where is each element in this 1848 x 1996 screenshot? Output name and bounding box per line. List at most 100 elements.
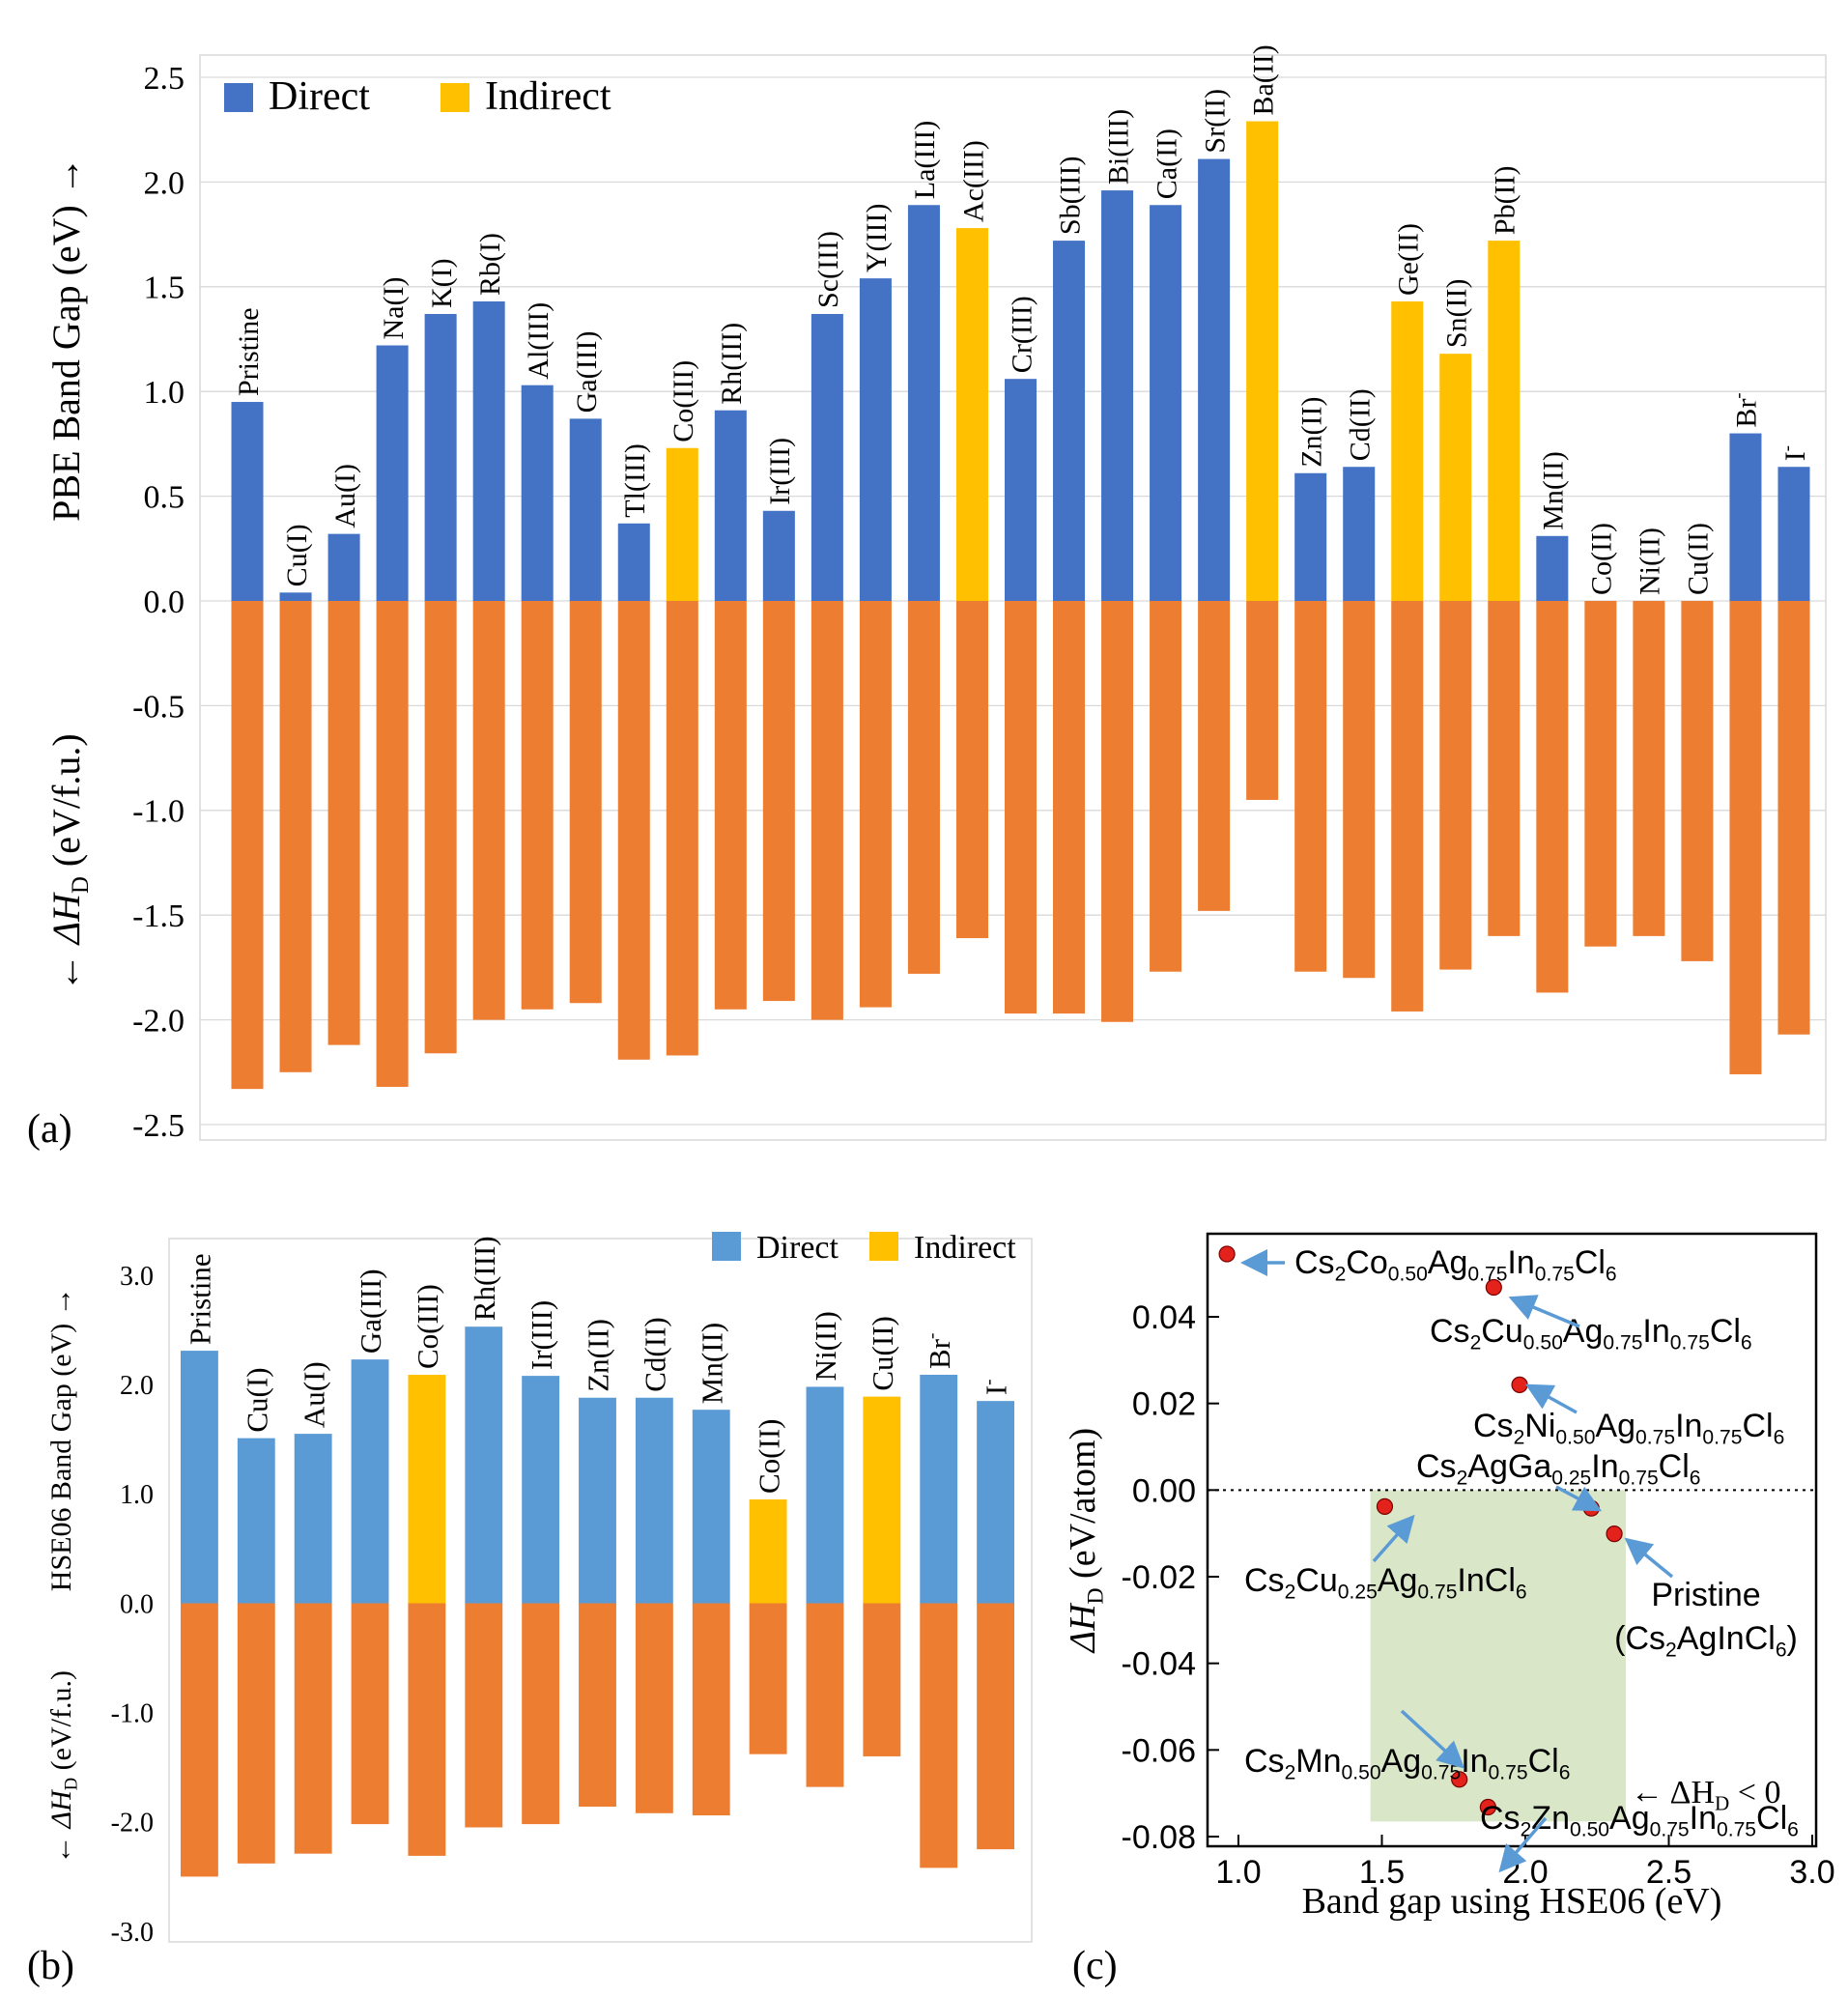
formation-enthalpy-bar: [810, 601, 843, 1020]
script: 2: [1457, 1467, 1468, 1489]
category-label: Pb(II): [1490, 165, 1521, 235]
category-label: Cu(II): [1683, 523, 1715, 595]
category-label: Ga(III): [571, 330, 603, 413]
category-label: Ni(II): [809, 1311, 842, 1381]
y-tick-label: -2.0: [111, 1809, 154, 1839]
script: 6: [1776, 1639, 1787, 1661]
category-label: Zn(II): [582, 1319, 615, 1392]
script: 6: [1741, 1331, 1752, 1354]
category-label: Na(I): [378, 277, 410, 340]
band-gap-bar: [762, 510, 795, 601]
y-tick-label: 2.5: [144, 61, 185, 97]
category-label: Cd(II): [1345, 388, 1377, 461]
formation-enthalpy-bar: [1343, 601, 1376, 979]
script: 0.50: [1570, 1818, 1609, 1840]
formation-enthalpy-bar: [351, 1603, 389, 1825]
panel-tag: (b): [27, 1944, 74, 1988]
script: -: [979, 1379, 999, 1384]
formation-enthalpy-bar: [1488, 601, 1521, 936]
formation-enthalpy-bar: [279, 601, 312, 1072]
band-gap-bar: [714, 410, 747, 601]
band-gap-bar: [1101, 190, 1134, 601]
point-label-line2: (Cs2​AgInCl6​): [1614, 1620, 1798, 1661]
script: 0.75: [1417, 1581, 1457, 1603]
category-label: Co(III): [411, 1284, 444, 1369]
y-tick-label: 0.00: [1132, 1472, 1196, 1509]
formation-enthalpy-bar: [666, 601, 698, 1056]
script: 0.25: [1338, 1581, 1378, 1603]
category-label: Ge(II): [1393, 223, 1425, 296]
formation-enthalpy-bar: [714, 601, 747, 1010]
band-gap-bar: [569, 418, 602, 601]
category-label: Ba(II): [1247, 44, 1279, 115]
legend-indirect-swatch: [441, 83, 469, 112]
script: 0.50: [1388, 1263, 1428, 1285]
band-gap-bar: [1198, 158, 1231, 601]
annotation-arrow: [1524, 1383, 1578, 1414]
y-tick-label: -3.0: [111, 1918, 154, 1948]
band-gap-bar: [376, 345, 409, 601]
script: 0.75: [1650, 1818, 1690, 1840]
formation-enthalpy-bar: [522, 1603, 560, 1825]
band-gap-bar: [806, 1386, 844, 1604]
category-label: Bi(III): [1102, 109, 1134, 185]
script: 6: [1606, 1263, 1617, 1285]
panel-c-chart: 1.0 1.5 2.0 2.5 3.00.040.020.00-0.02-0.04-0.…: [1063, 1232, 1835, 1988]
category-label: Ir(III): [764, 438, 796, 505]
y-tick-label: 2.0: [144, 165, 185, 201]
formation-enthalpy-bar: [920, 1603, 958, 1868]
x-tick-label: 2.5: [1646, 1854, 1692, 1891]
band-gap-bar: [907, 205, 940, 602]
formation-enthalpy-bar: [977, 1603, 1014, 1850]
category-label: Rb(I): [474, 233, 506, 296]
band-gap-bar: [181, 1351, 218, 1604]
script: 0.75: [1467, 1263, 1507, 1285]
y-tick-label: -1.5: [132, 898, 185, 934]
script: 6: [1516, 1581, 1527, 1603]
band-gap-bar: [859, 278, 892, 601]
formation-enthalpy-bar: [1294, 601, 1327, 972]
formation-enthalpy-bar: [1729, 601, 1762, 1074]
y-tick-label: 0.5: [144, 480, 185, 516]
band-gap-bar: [465, 1326, 503, 1604]
category-label: Rh(III): [716, 323, 748, 405]
category-label: La(III): [909, 121, 941, 200]
script: D: [62, 1778, 82, 1790]
y-tick-label: 0.0: [120, 1589, 154, 1619]
plot-frame: [199, 54, 1827, 1141]
script: 2: [1335, 1263, 1347, 1285]
script: 0.75: [1489, 1761, 1528, 1783]
formation-enthalpy-bar: [1633, 601, 1665, 936]
category-label: Sc(III): [812, 231, 844, 308]
x-axis-label: Band gap using HSE06 (eV): [1302, 1881, 1722, 1922]
point-label: Cs2​Co0.50​Ag0.75​In0.75​Cl6​: [1294, 1244, 1617, 1285]
category-label: Ir(III): [525, 1300, 558, 1370]
y-tick-label: 0.02: [1132, 1386, 1196, 1423]
category-label: Au(I): [297, 1361, 330, 1428]
x-tick-label: 3.0: [1789, 1854, 1834, 1891]
formation-enthalpy-bar: [408, 1603, 446, 1856]
panel-tag: (a): [27, 1107, 72, 1152]
band-gap-bar: [1246, 121, 1279, 601]
script: 0.75: [1670, 1331, 1710, 1354]
band-gap-bar: [579, 1397, 616, 1604]
category-label: Mn(II): [1538, 451, 1570, 530]
y-tick-label: 0.04: [1132, 1299, 1196, 1336]
formation-enthalpy-bar: [955, 601, 988, 939]
y-tick-label: 0.0: [144, 585, 185, 620]
y-tick-label: -1.0: [132, 794, 185, 830]
script: 0.75: [1702, 1426, 1742, 1448]
category-label: Cr(III): [1006, 296, 1038, 373]
formation-enthalpy-bar: [376, 601, 409, 1087]
script: -: [1729, 392, 1749, 398]
formation-enthalpy-bar: [1004, 601, 1038, 1014]
formation-enthalpy-bar: [327, 601, 360, 1045]
formation-enthalpy-bar: [231, 601, 264, 1090]
category-label: Co(II): [1586, 523, 1618, 595]
script: 0.75: [1603, 1331, 1642, 1354]
region-note: ← ΔHD​ < 0: [1631, 1775, 1780, 1814]
script: 2: [1665, 1639, 1677, 1661]
script: 0.75: [1421, 1761, 1461, 1783]
script: D: [1083, 1587, 1108, 1604]
band-gap-bar: [1391, 300, 1424, 601]
